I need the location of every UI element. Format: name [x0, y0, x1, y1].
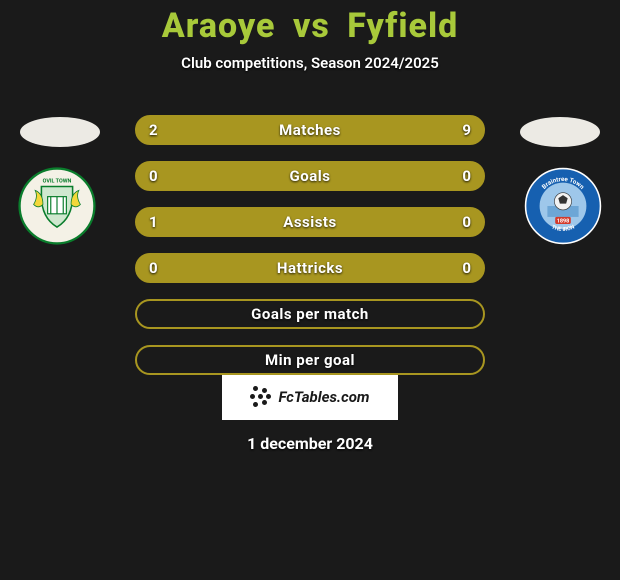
comparison-stage: OVIL TOWN 1898 1898 Braintree Town THE I… [0, 92, 620, 362]
stat-value-right: 9 [462, 121, 471, 139]
watermark-icon [250, 386, 272, 408]
watermark-text: FcTables.com [278, 388, 369, 406]
stat-bar-matches: Matches 2 9 [135, 115, 485, 145]
stat-label: Matches [279, 121, 341, 139]
stat-bar-assists: Assists 1 0 [135, 207, 485, 237]
svg-text:1898: 1898 [557, 218, 570, 224]
stat-label: Assists [283, 213, 336, 231]
stat-value-right: 0 [462, 167, 471, 185]
stat-label: Goals [290, 167, 331, 185]
stat-value-left: 0 [149, 259, 158, 277]
stat-bar-goals: Goals 0 0 [135, 161, 485, 191]
player-silhouette-left [20, 117, 100, 147]
stat-value-left: 2 [149, 121, 158, 139]
title-player-right: Fyfield [347, 6, 458, 46]
stat-label: Min per goal [265, 351, 355, 369]
stat-value-right: 0 [462, 259, 471, 277]
stat-bars: Matches29Goals00Assists10Hattricks00Goal… [135, 115, 485, 375]
snapshot-date: 1 december 2024 [0, 434, 620, 453]
club-badge-left: OVIL TOWN [18, 167, 96, 245]
stat-label: Hattricks [277, 259, 343, 277]
subtitle: Club competitions, Season 2024/2025 [0, 54, 620, 72]
stat-value-right: 0 [462, 213, 471, 231]
title-vs: vs [293, 6, 330, 46]
watermark-badge: FcTables.com [222, 374, 398, 420]
stat-bar-goals-per-match: Goals per match [135, 299, 485, 329]
player-silhouette-right [520, 117, 600, 147]
club-badge-right: 1898 1898 Braintree Town THE IRON [524, 167, 602, 245]
stat-value-left: 0 [149, 167, 158, 185]
stat-value-left: 1 [149, 213, 158, 231]
stat-bar-min-per-goal: Min per goal [135, 345, 485, 375]
svg-text:OVIL TOWN: OVIL TOWN [43, 179, 72, 185]
stat-bar-hattricks: Hattricks 0 0 [135, 253, 485, 283]
stat-label: Goals per match [251, 305, 369, 323]
page-title: Araoye vs Fyfield [0, 0, 620, 46]
title-player-left: Araoye [162, 6, 276, 46]
